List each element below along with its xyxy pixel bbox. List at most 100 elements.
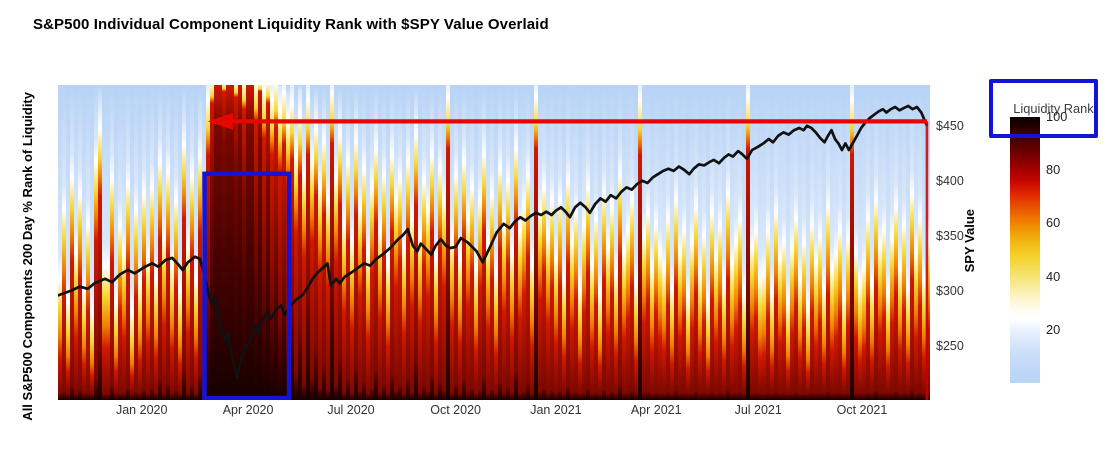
heatmap-column — [462, 85, 466, 400]
crash-highlight-box — [202, 171, 292, 400]
spy-line — [58, 104, 928, 380]
heatmap-column — [162, 85, 166, 400]
heatmap-column — [586, 85, 590, 400]
heatmap-column — [574, 85, 578, 400]
heatmap-column — [906, 85, 910, 400]
heatmap-column — [810, 85, 814, 400]
heatmap-column — [422, 85, 426, 400]
x-axis-tick: Oct 2020 — [430, 403, 481, 417]
heatmap-column — [606, 85, 610, 400]
heatmap-column — [738, 85, 742, 400]
heatmap-column — [174, 85, 178, 400]
heatmap-column — [374, 85, 378, 400]
heatmap-column — [446, 85, 450, 400]
heatmap-column — [518, 85, 522, 400]
heatmap-column — [262, 85, 266, 400]
heatmap-column — [274, 85, 278, 400]
heatmap-column — [570, 85, 574, 400]
heatmap-column — [146, 85, 150, 400]
heatmap-column — [154, 85, 158, 400]
chart-title: S&P500 Individual Component Liquidity Ra… — [33, 16, 549, 33]
x-axis-tick: Apr 2020 — [222, 403, 274, 417]
heatmap-column — [242, 85, 246, 400]
heatmap-column — [866, 85, 870, 400]
heatmap-column — [830, 85, 834, 400]
heatmap-column — [498, 85, 502, 400]
heatmap-column — [98, 85, 102, 400]
heatmap-column — [226, 85, 230, 400]
heatmap-column — [854, 85, 858, 400]
plot-area[interactable] — [58, 85, 930, 400]
heatmap-column — [70, 85, 74, 400]
heatmap-column — [674, 85, 678, 400]
left-axis-title: All S&P500 Components 200 Day % Rank of … — [19, 91, 35, 421]
heatmap-column — [382, 85, 386, 400]
heatmap-column — [458, 85, 462, 400]
heatmap-column — [58, 85, 62, 400]
heatmap-column — [390, 85, 394, 400]
heatmap-column — [534, 85, 538, 400]
heatmap-column — [278, 85, 282, 400]
heatmap-column — [310, 85, 314, 400]
heatmap-column — [502, 85, 506, 400]
x-axis-tick: Jul 2021 — [734, 403, 782, 417]
heatmap-column — [122, 85, 126, 400]
heatmap-column — [742, 85, 746, 400]
heatmap-column — [298, 85, 302, 400]
heatmap-column — [314, 85, 318, 400]
heatmap-column — [734, 85, 738, 400]
heatmap-column — [890, 85, 894, 400]
x-axis-tick: Jul 2020 — [327, 403, 375, 417]
right-axis-tick: $250 — [936, 339, 964, 354]
heatmap-column — [622, 85, 626, 400]
heatmap-column — [402, 85, 406, 400]
heatmap-column — [646, 85, 650, 400]
heatmap-column — [910, 85, 914, 400]
heatmap-column — [710, 85, 714, 400]
heatmap-column — [510, 85, 514, 400]
heatmap-column — [822, 85, 826, 400]
heatmap-column — [110, 85, 114, 400]
heatmap-column — [750, 85, 754, 400]
heatmap-column — [138, 85, 142, 400]
heatmap-column — [254, 85, 258, 400]
heatmap-column — [682, 85, 686, 400]
heatmap-column — [610, 85, 614, 400]
heatmap-column — [418, 85, 422, 400]
x-axis-tick: Jan 2020 — [115, 403, 168, 417]
heatmap-column — [634, 85, 638, 400]
heatmap-column — [82, 85, 86, 400]
heatmap-column — [826, 85, 830, 400]
heatmap-column — [494, 85, 498, 400]
heatmap-column — [386, 85, 390, 400]
legend-title: Liquidity Rank — [1013, 101, 1094, 116]
heatmap-column — [874, 85, 878, 400]
legend-tick: 40 — [1046, 268, 1061, 284]
x-axis-tick: Jan 2021 — [530, 403, 582, 417]
heatmap-column — [102, 85, 106, 400]
heatmap-column — [190, 85, 194, 400]
heatmap-column — [218, 85, 222, 400]
heatmap-column — [438, 85, 442, 400]
heatmap-column — [214, 85, 218, 400]
heatmap-column — [666, 85, 670, 400]
heatmap-column — [426, 85, 430, 400]
heatmap-column — [538, 85, 542, 400]
right-axis-tick: $450 — [936, 118, 964, 133]
heatmap-column — [266, 85, 270, 400]
heatmap-column — [670, 85, 674, 400]
heatmap-column — [778, 85, 782, 400]
heatmap-column — [114, 85, 118, 400]
heatmap-column — [846, 85, 850, 400]
heatmap-column — [922, 85, 926, 400]
heatmap-column — [182, 85, 186, 400]
heatmap-column — [130, 85, 134, 400]
heatmap-column — [170, 85, 174, 400]
heatmap-column — [206, 85, 210, 400]
right-axis-tick: $300 — [936, 284, 964, 299]
heatmap-column — [862, 85, 866, 400]
legend-highlight-box — [989, 79, 1098, 138]
heatmap-column — [94, 85, 98, 400]
heatmap-column — [126, 85, 130, 400]
